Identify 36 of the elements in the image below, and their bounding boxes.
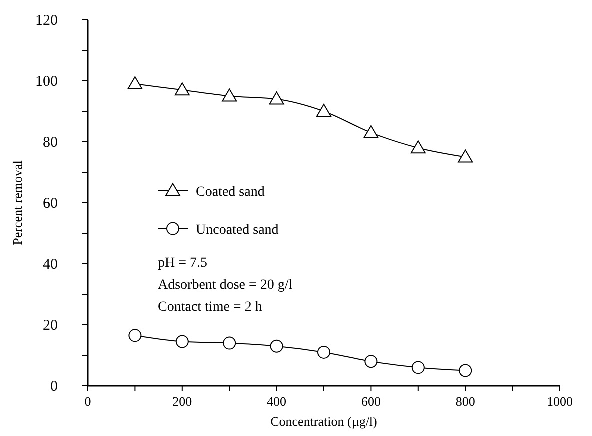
annotation: Adsorbent dose = 20 g/l [158,278,293,294]
x-tick-label: 600 [361,394,381,409]
point [222,88,238,102]
point [269,92,284,105]
y-tick-label: 20 [43,318,58,334]
x-tick-label: 200 [172,394,192,409]
point [174,82,190,96]
y-tick-label: 80 [43,135,58,151]
point [318,346,330,359]
y-axis-title: Percent removal [10,160,25,246]
point [128,76,143,90]
annotation: Contact time = 2 h [158,300,262,316]
point [270,340,284,353]
y-tick-label: 120 [36,13,58,29]
point [459,364,472,378]
legend-label: Uncoated sand [196,222,279,238]
x-tick-label: 400 [267,394,287,409]
point [412,361,425,374]
x-axis-title: Concentration (µg/l) [270,414,378,429]
point [364,125,379,138]
x-tick-label: 800 [456,394,476,409]
point [128,329,142,342]
point [176,335,189,348]
y-tick-label: 0 [50,379,58,395]
x-tick-label: 0 [84,394,92,409]
point [364,355,378,368]
point [458,150,474,163]
legend-label: Coated sand [196,184,265,200]
y-tick-label: 60 [43,196,58,212]
point [223,336,236,350]
point [410,140,426,154]
x-tick-label: 1000 [547,394,573,409]
y-tick-label: 40 [43,257,58,273]
annotation: pH = 7.5 [158,256,208,272]
y-tick-label: 100 [36,74,58,90]
point [316,104,332,117]
